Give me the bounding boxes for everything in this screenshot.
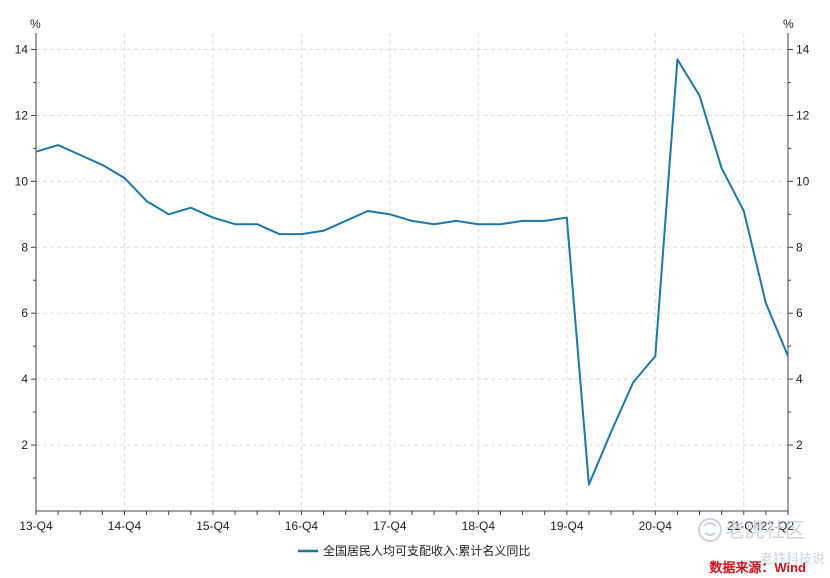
right-y-tick-label: 8 xyxy=(796,240,803,254)
right-y-tick-label: 10 xyxy=(796,174,810,188)
watermark-tiger-icon xyxy=(698,518,722,542)
left-y-tick-label: 4 xyxy=(21,372,28,386)
x-tick-label: 22-Q2 xyxy=(761,519,795,533)
right-y-tick-label: 14 xyxy=(796,42,810,56)
right-y-tick-label: 4 xyxy=(796,372,803,386)
legend[interactable]: 全国居民人均可支配收入:累计名义同比 xyxy=(298,543,530,558)
axes xyxy=(31,33,793,515)
left-y-tick-label: 2 xyxy=(21,438,28,452)
left-y-tick-label: 12 xyxy=(15,108,29,122)
right-y-tick-label: 12 xyxy=(796,108,810,122)
x-tick-label: 15-Q4 xyxy=(196,519,230,533)
data-source: 数据来源：Wind xyxy=(709,560,806,575)
left-axis-unit: % xyxy=(30,17,41,31)
x-tick-label: 16-Q4 xyxy=(285,519,319,533)
left-y-tick-labels: 2 4 6 8 10 12 14 xyxy=(15,42,29,452)
x-tick-label: 17-Q4 xyxy=(373,519,407,533)
x-tick-label: 21-Q4 xyxy=(727,519,761,533)
right-y-tick-labels: 2 4 6 8 10 12 14 xyxy=(796,42,810,452)
x-tick-label: 19-Q4 xyxy=(550,519,584,533)
right-y-tick-label: 6 xyxy=(796,306,803,320)
left-y-tick-label: 10 xyxy=(15,174,29,188)
watermark-text-main: 老虎社区 xyxy=(725,519,805,542)
grid-lines xyxy=(36,33,788,511)
watermark: 老虎社区 老铁科技说 xyxy=(698,518,825,566)
left-y-tick-label: 14 xyxy=(15,42,29,56)
x-tick-label: 20-Q4 xyxy=(639,519,673,533)
x-tick-label: 18-Q4 xyxy=(462,519,496,533)
watermark-text-sub: 老铁科技说 xyxy=(760,551,825,566)
series-line xyxy=(35,58,789,486)
x-tick-label: 13-Q4 xyxy=(19,519,53,533)
left-y-tick-label: 6 xyxy=(21,306,28,320)
x-tick-labels: 13-Q4 14-Q4 15-Q4 16-Q4 17-Q4 18-Q4 19-Q4 20-Q4… xyxy=(19,519,794,533)
left-y-tick-label: 8 xyxy=(21,240,28,254)
legend-label: 全国居民人均可支配收入:累计名义同比 xyxy=(323,543,530,558)
x-tick-label: 14-Q4 xyxy=(108,519,142,533)
right-axis-unit: % xyxy=(783,17,794,31)
series-group xyxy=(35,58,789,486)
right-y-tick-label: 2 xyxy=(796,438,803,452)
